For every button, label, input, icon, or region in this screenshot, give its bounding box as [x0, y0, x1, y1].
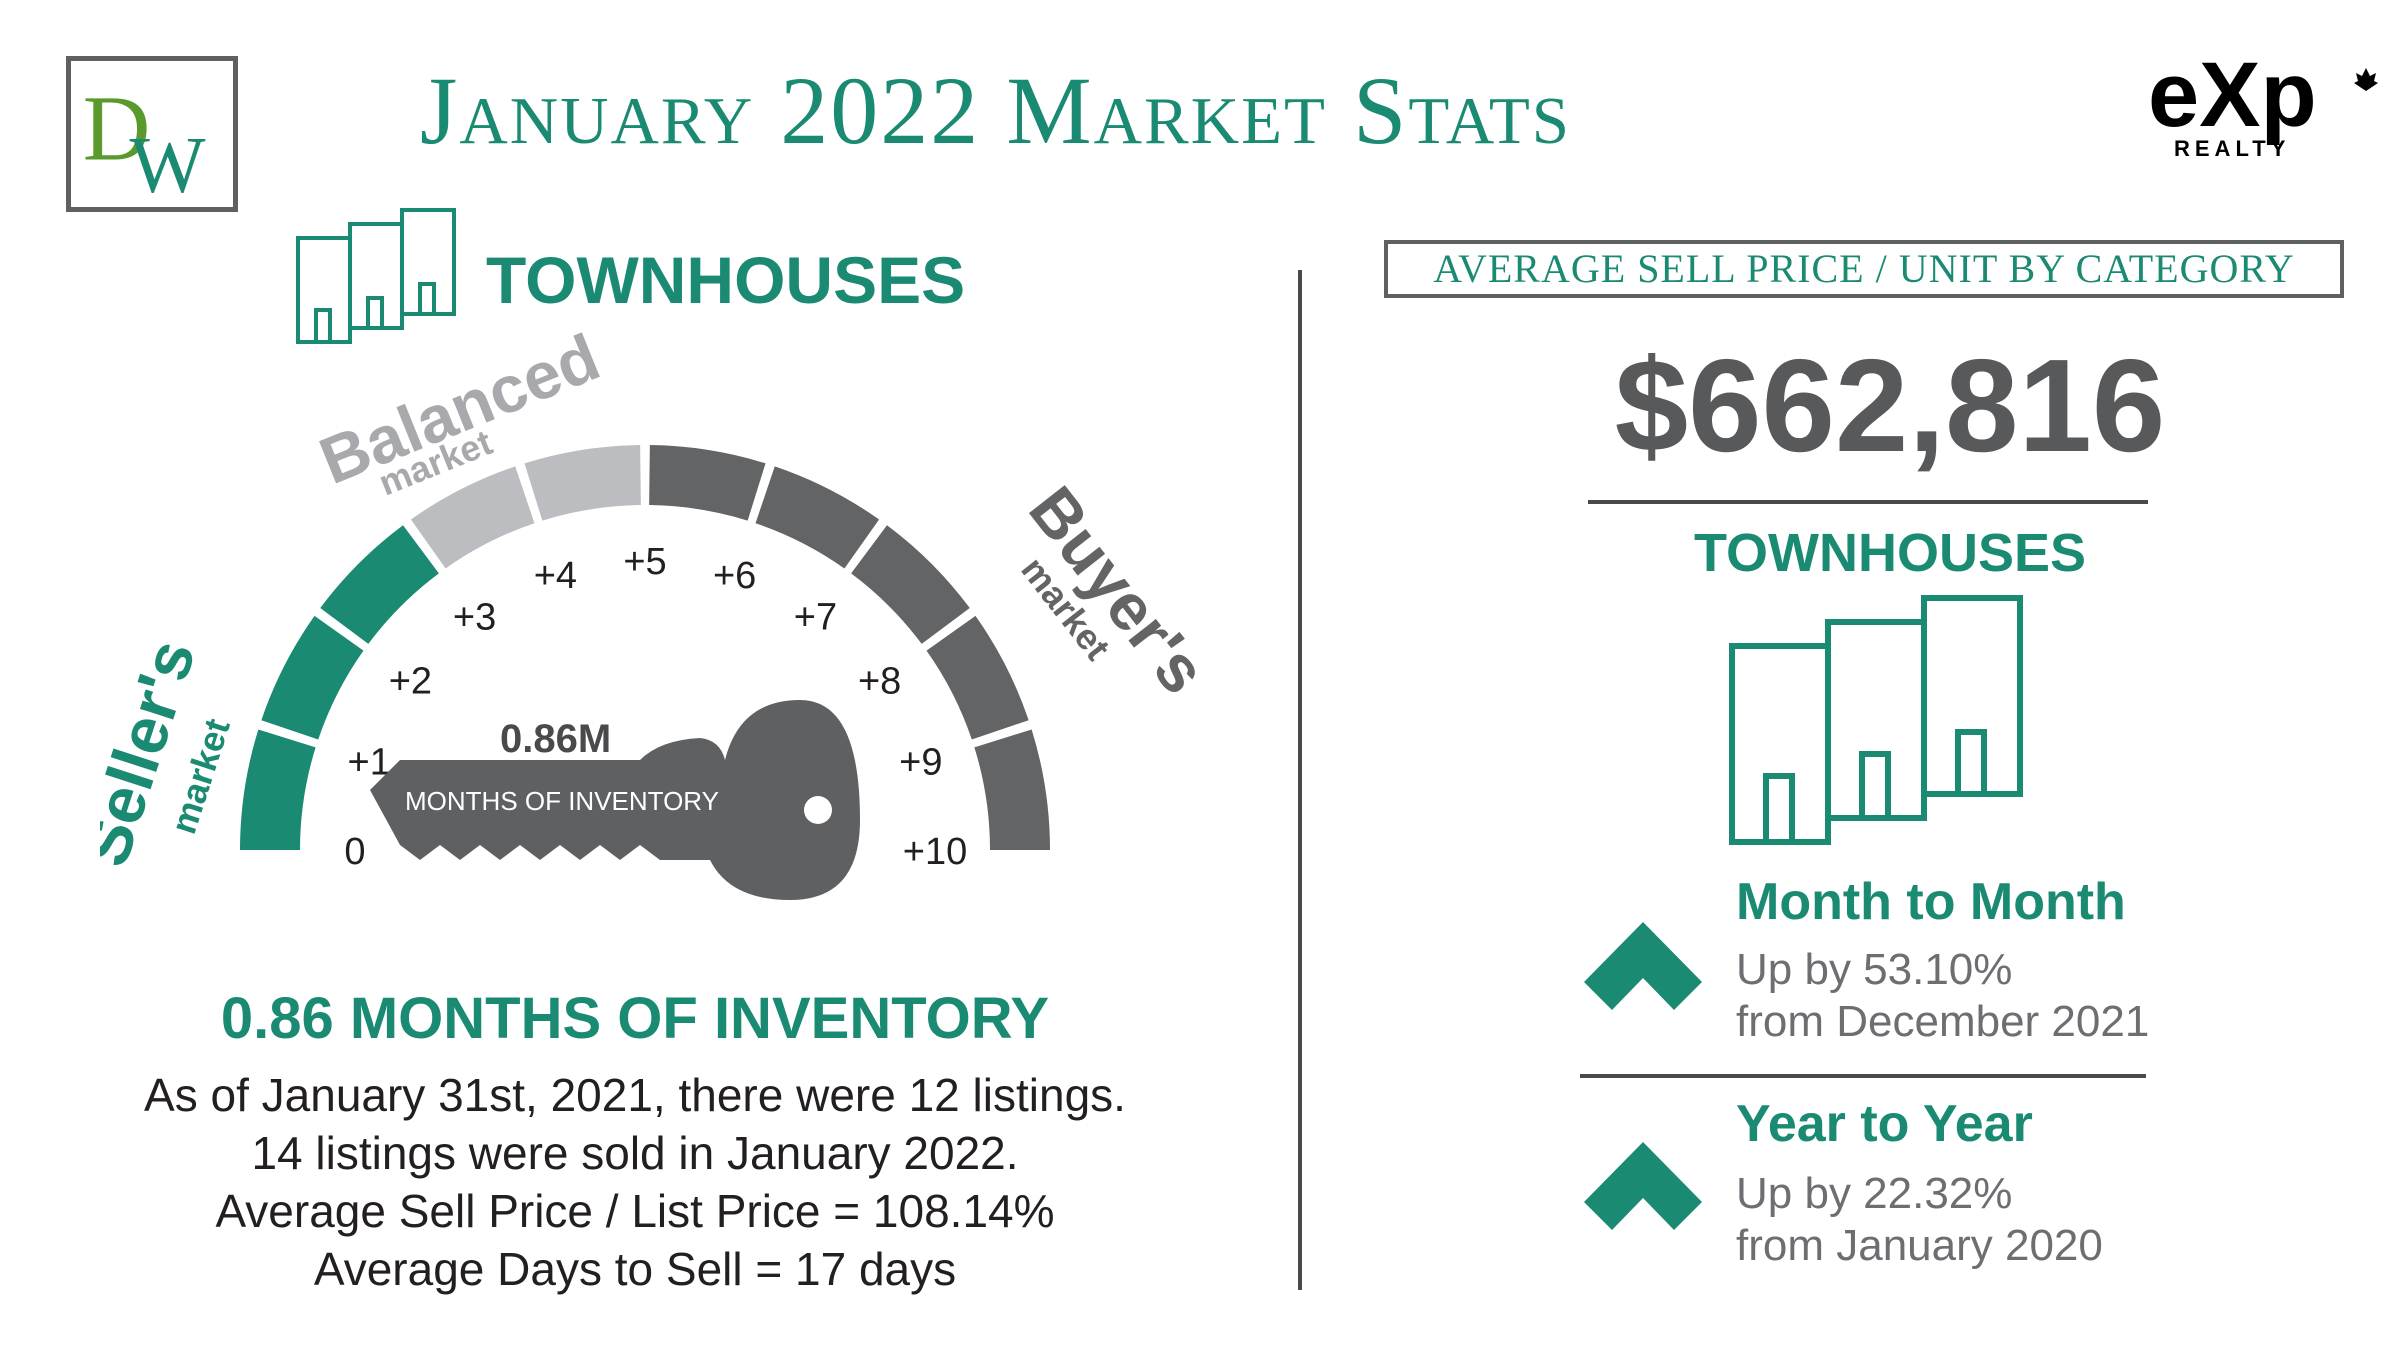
price-divider — [1588, 500, 2148, 504]
inventory-heading: 0.86 MONTHS OF INVENTORY — [220, 986, 1050, 1051]
gauge-tick-label: +3 — [453, 596, 496, 638]
avg-price-box-title: Average Sell Price / Unit by Category — [1384, 240, 2344, 298]
page-title: January 2022 Market Stats — [420, 57, 1572, 164]
key-label: MONTHS OF INVENTORY — [405, 786, 719, 816]
month-to-month-line1: Up by 53.10% — [1736, 945, 2013, 994]
gauge-segment — [755, 466, 880, 569]
dw-logo-d: D — [83, 77, 151, 180]
townhouse-large-icon — [1720, 590, 2030, 850]
gauge-tick-label: +9 — [899, 741, 942, 783]
gauge-tick-label: 0 — [344, 831, 365, 873]
townhouse-icon — [294, 206, 464, 346]
gauge-segment — [410, 466, 535, 569]
sell-list-ratio-line: Average Sell Price / List Price = 108.14… — [215, 1185, 1055, 1237]
change-divider — [1580, 1074, 2146, 1078]
listings-line: As of January 31st, 2021, there were 12 … — [144, 1069, 1126, 1121]
category-title-right: TOWNHOUSES — [1693, 523, 2087, 583]
key-indicator: 0.86M MONTHS OF INVENTORY — [370, 700, 860, 900]
dw-logo-w: W — [130, 121, 206, 207]
maple-leaf-icon — [2354, 68, 2378, 91]
vertical-divider — [1298, 270, 1302, 1290]
month-to-month-title: Month to Month — [1736, 873, 2126, 931]
sold-line: 14 listings were sold in January 2022. — [251, 1127, 1019, 1179]
year-to-year-line1: Up by 22.32% — [1736, 1169, 2013, 1218]
key-value: 0.86M — [500, 717, 611, 761]
gauge-tick-label: +7 — [794, 596, 837, 638]
key-hole — [804, 796, 832, 824]
year-to-year-title: Year to Year — [1736, 1095, 2033, 1153]
gauge-tick-label: +6 — [713, 555, 756, 597]
gauge-segment — [320, 525, 439, 644]
gauge-tick-label: +5 — [623, 541, 666, 583]
avg-price-box-label: Average Sell Price / Unit by Category — [1433, 246, 2295, 291]
gauge-segment — [974, 729, 1050, 850]
gauge-segment — [926, 615, 1029, 740]
year-to-year-line2: from January 2020 — [1736, 1221, 2103, 1270]
exp-logo-text: eXp — [2148, 56, 2317, 146]
dw-logo: D W — [66, 56, 238, 212]
category-title-left: TOWNHOUSES — [486, 243, 966, 317]
gauge-tick-label: +8 — [858, 661, 901, 703]
gauge-tick-label: +2 — [389, 661, 432, 703]
gauge-tick-label: +4 — [534, 555, 577, 597]
key-body — [370, 700, 860, 900]
exp-logo-sub: REALTY — [2174, 136, 2290, 161]
days-to-sell-line: Average Days to Sell = 17 days — [313, 1243, 957, 1295]
gauge-tick-label: +10 — [903, 831, 967, 873]
average-price: $662,816 — [1614, 332, 2166, 479]
up-arrow-icon — [1584, 1142, 1702, 1230]
up-arrow-icon — [1584, 922, 1702, 1010]
market-gauge: 0+1+2+3+4 +5 +6+7+8+9+10 Seller'smarketBal… — [100, 320, 1220, 900]
gauge-segment — [524, 445, 641, 521]
gauge-segment — [261, 615, 364, 740]
gauge-segment — [851, 525, 970, 644]
gauge-segment — [240, 729, 316, 850]
month-to-month-line2: from December 2021 — [1736, 997, 2150, 1046]
gauge-segment — [649, 445, 766, 521]
exp-realty-logo: eXp REALTY — [2148, 44, 2388, 166]
